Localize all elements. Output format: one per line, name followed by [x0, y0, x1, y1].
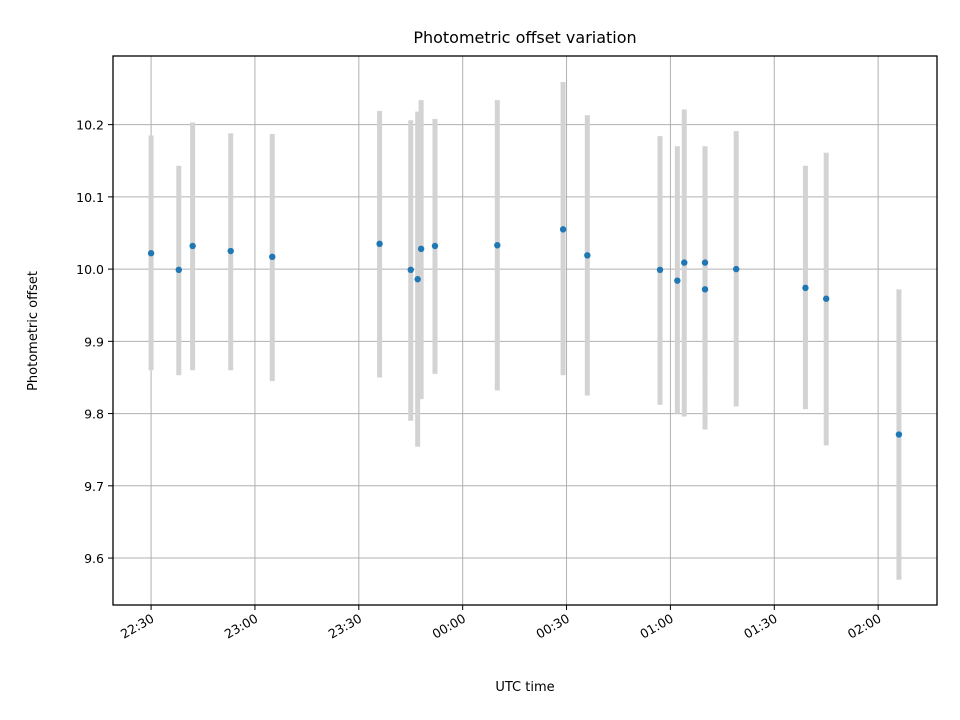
- chart-title: Photometric offset variation: [413, 28, 636, 47]
- data-point: [802, 284, 809, 292]
- data-point: [674, 277, 681, 284]
- y-tick-label: 10.1: [76, 190, 104, 205]
- data-point: [189, 242, 196, 250]
- data-point: [407, 266, 414, 274]
- data-point: [147, 250, 155, 257]
- data-point: [431, 242, 439, 250]
- grid: [113, 56, 937, 605]
- y-tick-label: 10.0: [76, 262, 104, 277]
- data-point: [681, 259, 688, 266]
- data-point: [732, 265, 740, 273]
- data-point: [494, 242, 501, 249]
- data-points: [147, 226, 903, 438]
- x-axis-label: UTC time: [495, 680, 554, 695]
- y-tick-label: 9.7: [84, 479, 104, 494]
- data-point: [823, 295, 830, 302]
- data-point: [227, 247, 234, 255]
- data-point: [584, 252, 591, 259]
- plot-frame: [112, 55, 938, 606]
- data-point: [376, 240, 383, 248]
- data-point: [895, 431, 903, 438]
- y-axis-ticks: 9.6 9.7 9.8 9.9 10.0 10.1 10.2: [76, 118, 113, 566]
- y-tick-label: 9.8: [84, 407, 104, 422]
- data-point: [559, 226, 567, 233]
- data-point: [701, 259, 709, 266]
- y-tick-label: 9.6: [84, 551, 104, 566]
- data-point: [175, 266, 182, 274]
- data-point: [269, 253, 276, 261]
- y-tick-label: 10.2: [76, 118, 104, 133]
- y-tick-label: 9.9: [84, 334, 104, 349]
- y-axis-label: Photometric offset: [26, 271, 41, 391]
- data-point: [414, 276, 421, 283]
- data-point: [701, 286, 709, 293]
- data-point: [417, 245, 425, 253]
- data-point: [656, 266, 664, 274]
